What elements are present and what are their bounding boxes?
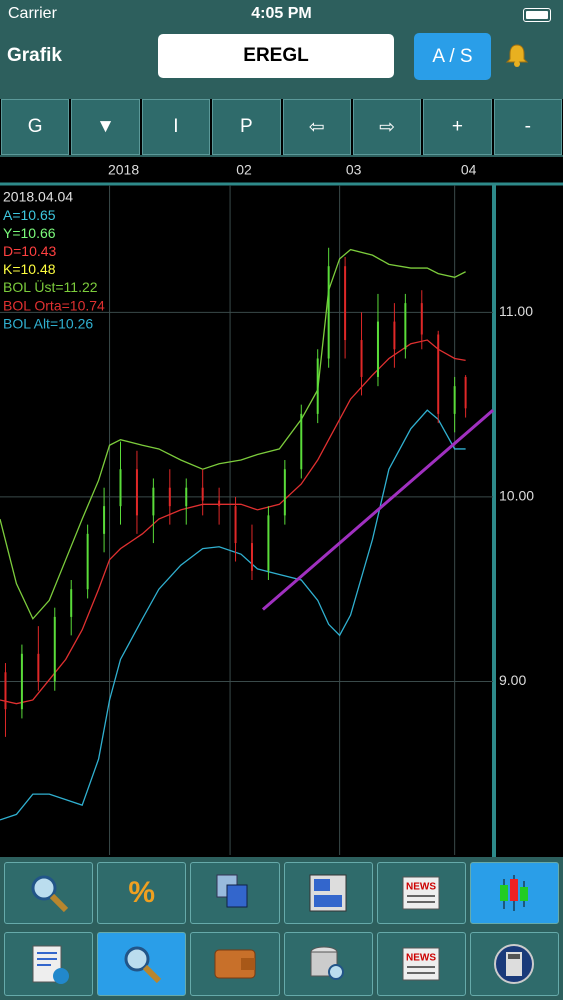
alarm-icon[interactable]: [504, 42, 530, 68]
candle-body: [53, 616, 56, 682]
candle-body: [119, 469, 122, 507]
bollinger-line: [0, 409, 466, 821]
candle-body: [453, 386, 456, 414]
carrier: Carrier: [8, 5, 57, 22]
candle-body: [135, 469, 138, 516]
y-tick-label: 9.00: [499, 672, 526, 688]
info-label: D=10.43: [3, 243, 57, 259]
trend-line: [261, 409, 494, 611]
candle-body: [376, 321, 379, 377]
candle-body: [168, 487, 171, 507]
tool-row-1: % NEWS: [0, 862, 563, 924]
info-label: BOL Üst=11.22: [3, 278, 98, 295]
tab-bar: NEWS: [0, 932, 563, 996]
candle-button[interactable]: [469, 862, 560, 924]
candle-body: [86, 533, 89, 590]
candle-body: [464, 376, 467, 409]
candle-body: [103, 506, 106, 534]
x-tick-label: 03: [346, 162, 362, 178]
candle-body: [185, 487, 188, 507]
chart-toolbar: G ▼ I P ⇦ ⇨ + -: [0, 99, 563, 155]
candle-body: [360, 340, 363, 377]
candle-body: [4, 672, 7, 710]
info-label: Y=10.66: [3, 225, 56, 241]
x-tick-label: 04: [461, 162, 477, 178]
candle-body: [70, 589, 73, 617]
toolbar-button[interactable]: G: [1, 99, 70, 155]
candle-body: [37, 653, 40, 682]
x-tick-label: 2018: [108, 162, 139, 178]
toolbar-button[interactable]: ⇦: [282, 99, 351, 155]
calculator-tab[interactable]: [469, 932, 560, 996]
percent-button[interactable]: %: [97, 862, 187, 924]
candle-body: [201, 487, 204, 501]
toolbar-button[interactable]: ⇨: [352, 99, 422, 155]
zoom-button[interactable]: [4, 862, 94, 924]
news-tab[interactable]: NEWS: [376, 932, 466, 996]
candle-body: [20, 653, 23, 710]
search-tab[interactable]: [97, 932, 187, 996]
x-tick-label: 02: [236, 162, 252, 178]
candle-body: [250, 543, 253, 571]
percent-icon: %: [128, 876, 156, 909]
database-tab[interactable]: [283, 932, 373, 996]
page-title: Grafik: [7, 45, 62, 66]
info-label: 2018.04.04: [3, 189, 73, 205]
compare-button[interactable]: [190, 862, 280, 924]
candle-body: [316, 358, 319, 414]
clock: 4:05 PM: [251, 5, 312, 22]
chart: 2018 02 03 04 9.00 10.00 11.00 2018.04.04 A=10.6…: [0, 157, 563, 857]
news-icon-text: NEWS: [406, 882, 436, 893]
news-icon-text: NEWS: [406, 953, 436, 964]
candle-body: [344, 266, 347, 341]
toolbar-button[interactable]: -: [493, 99, 562, 155]
candle-body: [393, 321, 396, 350]
candle-body: [234, 506, 237, 544]
candle-body: [267, 515, 270, 571]
candle-body: [420, 303, 423, 335]
bollinger-line: [0, 339, 466, 705]
toolbar-button[interactable]: ▼: [71, 99, 140, 155]
candle-body: [300, 413, 303, 470]
toolbar-button[interactable]: I: [141, 99, 211, 155]
info-label: K=10.48: [3, 261, 56, 277]
y-tick-label: 11.00: [499, 303, 533, 319]
status-bar: Carrier 4:05 PM: [0, 0, 563, 30]
y-tick-label: 10.00: [499, 488, 534, 504]
battery: [523, 8, 551, 22]
news-button[interactable]: NEWS: [376, 862, 466, 924]
layout-button[interactable]: [283, 862, 373, 924]
report-tab[interactable]: [4, 932, 94, 996]
symbol-field[interactable]: EREGL: [158, 34, 394, 78]
candle-body: [218, 500, 221, 507]
candle-body: [152, 487, 155, 516]
toolbar-button[interactable]: +: [423, 99, 492, 155]
candle-body: [283, 469, 286, 516]
candle-body: [437, 334, 440, 414]
candle-body: [327, 266, 330, 359]
info-label: A=10.65: [3, 207, 56, 223]
info-label: BOL Alt=10.26: [3, 315, 93, 331]
candle-body: [404, 303, 407, 350]
info-label: BOL Orta=10.74: [3, 297, 105, 313]
bollinger-line: [0, 248, 466, 620]
buy-sell-button[interactable]: A / S: [414, 33, 491, 80]
wallet-tab[interactable]: [190, 932, 280, 996]
header: Grafik EREGL A / S: [0, 30, 563, 94]
toolbar-button[interactable]: P: [212, 99, 281, 155]
